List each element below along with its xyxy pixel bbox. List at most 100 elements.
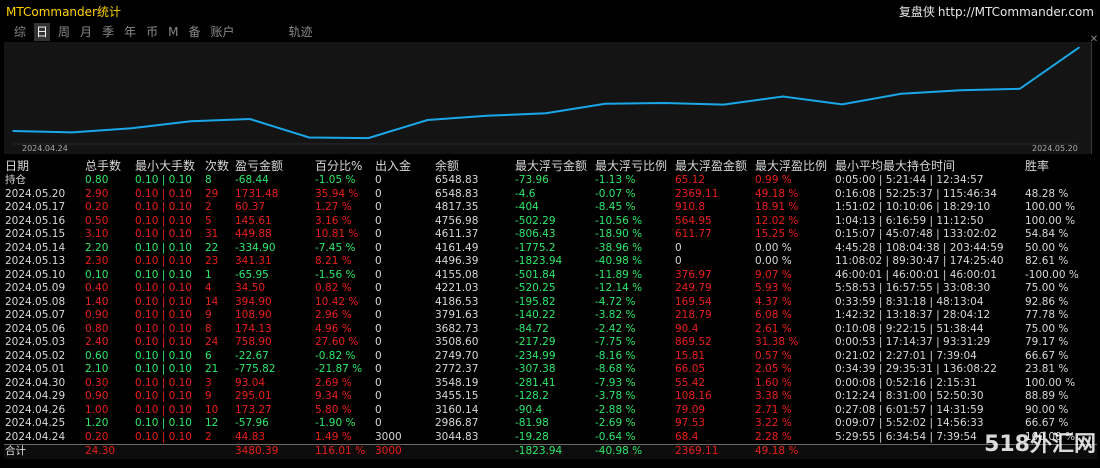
table-cell: 0:16:08 | 52:25:37 | 115:46:34 <box>835 187 997 200</box>
table-row[interactable]: 2024.05.13 2.30 0.10 | 0.10 23 341.31 8.21 % 0… <box>4 255 1097 269</box>
table-cell: 3791.63 <box>435 309 479 321</box>
table-cell: 174.13 <box>235 322 272 335</box>
column-header[interactable]: 日期 <box>5 159 30 173</box>
period-tabs: 综日周月季年币 M 备账户 轨迹 <box>12 23 321 41</box>
table-row[interactable]: 2024.05.20 2.90 0.10 | 0.10 29 1731.48 35.94 … <box>4 188 1097 202</box>
table-cell: 65.12 <box>675 174 706 186</box>
table-cell: 0.10 | 0.10 <box>135 430 192 443</box>
tab-10[interactable]: 轨迹 <box>288 25 313 39</box>
balance-point-16 <box>959 89 962 92</box>
tab-3[interactable]: 月 <box>80 25 93 39</box>
table-cell: 1:42:32 | 13:18:37 | 28:04:12 <box>835 309 991 321</box>
table-cell: 0 <box>375 268 382 281</box>
column-header[interactable]: 最小平均最大持仓时间 <box>835 159 956 173</box>
table-row[interactable]: 2024.05.03 2.40 0.10 | 0.10 24 758.90 27.60 %… <box>4 336 1097 350</box>
tab-1[interactable]: 日 <box>34 23 51 41</box>
total-row[interactable]: 合计 24.30 3480.39 116.01 % 3000 -1823.94 -40.98… <box>4 444 1097 459</box>
brand-link[interactable]: 复盘侠 http://MTCommander.com <box>899 3 1094 20</box>
table-cell: 6.08 % <box>755 309 792 321</box>
table-cell: 3.16 % <box>315 214 352 227</box>
table-cell: 1 <box>205 268 212 281</box>
table-row[interactable]: 2024.05.08 1.40 0.10 | 0.10 14 394.90 10.42 %… <box>4 296 1097 310</box>
table-row[interactable]: 2024.04.25 1.20 0.10 | 0.10 12 -57.96 -1.90 %… <box>4 417 1097 431</box>
row-date: 2024.04.29 <box>5 390 66 402</box>
row-date: 2024.05.09 <box>5 282 66 294</box>
table-cell: 0 <box>375 282 382 294</box>
table-cell: 341.31 <box>235 255 272 267</box>
table-cell: 8.21 % <box>315 255 352 267</box>
table-cell: 0 <box>375 228 382 240</box>
table-cell: 49.18 % <box>755 187 799 200</box>
table-row[interactable]: 2024.05.17 0.20 0.10 | 0.10 2 60.37 1.27 % 0 48… <box>4 201 1097 215</box>
table-cell: 79.09 <box>675 403 706 416</box>
table-cell: -140.22 <box>515 309 556 321</box>
table-row[interactable]: 2024.04.30 0.30 0.10 | 0.10 3 93.04 2.69 % 0 35… <box>4 377 1097 391</box>
tab-7[interactable]: M <box>168 25 179 39</box>
table-cell: -2.88 % <box>595 403 636 416</box>
table-cell: 611.77 <box>675 228 712 240</box>
table-cell: 0.10 | 0.10 <box>135 349 192 362</box>
table-row[interactable]: 2024.05.15 3.10 0.10 | 0.10 31 449.88 10.81 %… <box>4 228 1097 242</box>
balance-point-2 <box>130 127 133 130</box>
column-header[interactable]: 胜率 <box>1025 159 1050 173</box>
table-cell: 2.61 % <box>755 322 792 335</box>
column-header[interactable]: 最大浮亏比例 <box>595 159 668 173</box>
table-cell: 0.10 | 0.10 <box>135 228 192 240</box>
table-cell: 0 <box>375 417 382 429</box>
brand-url[interactable]: http://MTCommander.com <box>937 4 1094 19</box>
table-cell: -502.29 <box>515 214 556 227</box>
table-cell: 0 <box>375 322 382 335</box>
column-header[interactable]: 出入金 <box>375 159 412 173</box>
table-cell: 92.86 % <box>1025 295 1069 308</box>
table-cell: -1823.94 <box>514 444 594 459</box>
table-cell: -57.96 <box>235 417 269 429</box>
table-cell: -2.69 % <box>595 417 636 429</box>
tab-9[interactable]: 账户 <box>210 25 235 39</box>
table-cell: 564.95 <box>675 214 712 227</box>
column-header[interactable]: 盈亏金额 <box>235 159 284 173</box>
table-row[interactable]: 2024.05.07 0.90 0.10 | 0.10 9 108.90 2.96 % 0 3… <box>4 309 1097 323</box>
table-cell: 10.81 % <box>315 228 359 240</box>
row-date: 2024.05.17 <box>5 201 66 213</box>
table-cell: 21 <box>205 363 219 375</box>
table-row[interactable]: 2024.05.02 0.60 0.10 | 0.10 6 -22.67 -0.82 % 0… <box>4 350 1097 364</box>
column-header[interactable]: 最大浮盈金额 <box>675 159 748 173</box>
table-row[interactable]: 2024.04.29 0.90 0.10 | 0.10 9 295.01 9.34 % 0 3… <box>4 390 1097 404</box>
column-header[interactable]: 最大浮亏金额 <box>515 159 588 173</box>
table-cell: 0:33:59 | 8:31:18 | 48:13:04 <box>835 295 984 308</box>
table-cell: -18.90 % <box>595 228 643 240</box>
table-cell: 0.10 | 0.10 <box>135 403 192 416</box>
tab-4[interactable]: 季 <box>102 25 115 39</box>
table-cell: 0 <box>375 390 382 402</box>
table-cell: 3.22 % <box>755 417 792 429</box>
balance-point-18 <box>1078 46 1080 49</box>
row-date: 2024.05.20 <box>5 187 66 200</box>
column-header[interactable]: 余额 <box>435 159 460 173</box>
table-cell: 31 <box>205 228 219 240</box>
table-row[interactable]: 2024.05.06 0.80 0.10 | 0.10 8 174.13 4.96 % 0 3… <box>4 323 1097 337</box>
tab-6[interactable]: 币 <box>146 25 159 39</box>
column-header[interactable]: 最大浮盈比例 <box>755 159 828 173</box>
table-row[interactable]: 2024.04.26 1.00 0.10 | 0.10 10 173.27 5.80 % 0… <box>4 404 1097 418</box>
table-row[interactable]: 2024.05.14 2.20 0.10 | 0.10 22 -334.90 -7.45 … <box>4 242 1097 256</box>
tab-0[interactable]: 综 <box>14 25 27 39</box>
table-row[interactable]: 2024.05.10 0.10 0.10 | 0.10 1 -65.95 -1.56 % 0… <box>4 269 1097 283</box>
column-header[interactable]: 次数 <box>205 159 230 173</box>
table-cell: -3.82 % <box>595 309 636 321</box>
table-row[interactable]: 2024.05.09 0.40 0.10 | 0.10 4 34.50 0.82 % 0 42… <box>4 282 1097 296</box>
tab-5[interactable]: 年 <box>124 25 137 39</box>
table-cell: 27.60 % <box>315 336 359 348</box>
table-row[interactable]: 2024.04.24 0.20 0.10 | 0.10 2 44.83 1.49 % 300… <box>4 431 1097 445</box>
tab-2[interactable]: 周 <box>58 25 71 39</box>
column-header[interactable]: 总手数 <box>85 159 122 173</box>
table-cell: -1.05 % <box>315 174 356 186</box>
table-cell: 4496.39 <box>435 255 479 267</box>
close-icon[interactable]: ✕ <box>1089 33 1099 45</box>
table-cell: -19.28 <box>515 430 549 443</box>
holding-row[interactable]: 持仓 0.80 0.10 | 0.10 8 -68.44 -1.05 % 0 6548.83 -… <box>4 174 1097 188</box>
table-row[interactable]: 2024.05.01 2.10 0.10 | 0.10 21 -775.82 -21.87… <box>4 363 1097 377</box>
tab-8[interactable]: 备 <box>188 25 201 39</box>
column-header[interactable]: 百分比% <box>315 159 363 173</box>
column-header[interactable]: 最小大手数 <box>135 159 196 173</box>
table-row[interactable]: 2024.05.16 0.50 0.10 | 0.10 5 145.61 3.16 % 0 4… <box>4 215 1097 229</box>
